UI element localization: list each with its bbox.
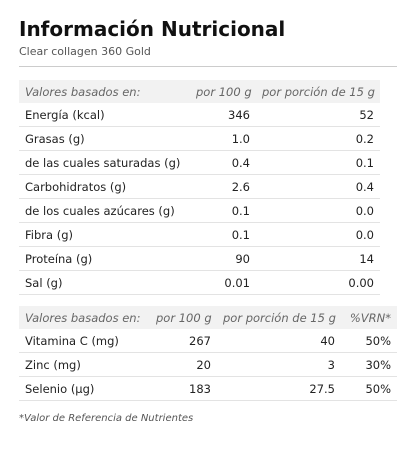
nutrition-table: Valores basados en: por 100 g por porción …	[19, 80, 380, 295]
row: Fibra (g) 0.1 0.0	[19, 222, 380, 247]
value-cell: 52	[256, 103, 380, 127]
value-cell: 14	[256, 246, 380, 271]
header-row: Valores basados en: por 100 g por porción …	[19, 80, 380, 103]
value-cell: 267	[150, 329, 217, 353]
column-header: por porción de 15 g	[217, 306, 341, 329]
column-header: por porción de 15 g	[256, 80, 380, 103]
label-cell: Carbohidratos (g)	[19, 174, 190, 199]
value-cell: 346	[190, 103, 256, 127]
label-cell: Proteína (g)	[19, 246, 190, 271]
column-header: Valores basados en:	[19, 80, 190, 103]
row: Zinc (mg) 20 3 30%	[19, 352, 397, 377]
row: Selenio (µg) 183 27.5 50%	[19, 376, 397, 401]
column-header: %VRN*	[341, 306, 397, 329]
label-cell: de las cuales saturadas (g)	[19, 150, 190, 175]
label-cell: de los cuales azúcares (g)	[19, 198, 190, 223]
value-cell: 183	[150, 376, 217, 401]
column-header: Valores basados en:	[19, 306, 150, 329]
value-cell: 90	[190, 246, 256, 271]
subtitle: Clear collagen 360 Gold	[19, 45, 151, 58]
value-cell: 2.6	[190, 174, 256, 199]
value-cell: 0.0	[256, 198, 380, 223]
header-row: Valores basados en: por 100 g por porción …	[19, 306, 397, 329]
vitamin-table: Valores basados en: por 100 g por porción …	[19, 306, 397, 401]
value-cell: 20	[150, 352, 217, 377]
label-cell: Zinc (mg)	[19, 352, 150, 377]
label-cell: Selenio (µg)	[19, 376, 150, 401]
value-cell: 0.4	[256, 174, 380, 199]
value-cell: 0.0	[256, 222, 380, 247]
value-cell: 0.00	[256, 270, 380, 295]
row: Grasas (g) 1.0 0.2	[19, 126, 380, 151]
label-cell: Vitamina C (mg)	[19, 329, 150, 353]
value-cell: 30%	[341, 352, 397, 377]
row: Sal (g) 0.01 0.00	[19, 270, 380, 295]
value-cell: 3	[217, 352, 341, 377]
value-cell: 0.1	[256, 150, 380, 175]
row: Proteína (g) 90 14	[19, 246, 380, 271]
row: Vitamina C (mg) 267 40 50%	[19, 329, 397, 353]
value-cell: 50%	[341, 329, 397, 353]
row: de los cuales azúcares (g) 0.1 0.0	[19, 198, 380, 223]
value-cell: 0.1	[190, 198, 256, 223]
label-cell: Grasas (g)	[19, 126, 190, 151]
value-cell: 1.0	[190, 126, 256, 151]
value-cell: 0.4	[190, 150, 256, 175]
footnote: *Valor de Referencia de Nutrientes	[19, 413, 194, 424]
value-cell: 0.01	[190, 270, 256, 295]
value-cell: 50%	[341, 376, 397, 401]
value-cell: 27.5	[217, 376, 341, 401]
value-cell: 0.1	[190, 222, 256, 247]
title: Información Nutricional	[19, 17, 286, 41]
label-cell: Fibra (g)	[19, 222, 190, 247]
label-cell: Energía (kcal)	[19, 103, 190, 127]
value-cell: 40	[217, 329, 341, 353]
column-header: por 100 g	[150, 306, 217, 329]
row: Carbohidratos (g) 2.6 0.4	[19, 174, 380, 199]
value-cell: 0.2	[256, 126, 380, 151]
row: Energía (kcal) 346 52	[19, 103, 380, 127]
column-header: por 100 g	[190, 80, 256, 103]
label-cell: Sal (g)	[19, 270, 190, 295]
divider	[19, 66, 397, 67]
row: de las cuales saturadas (g) 0.4 0.1	[19, 150, 380, 175]
